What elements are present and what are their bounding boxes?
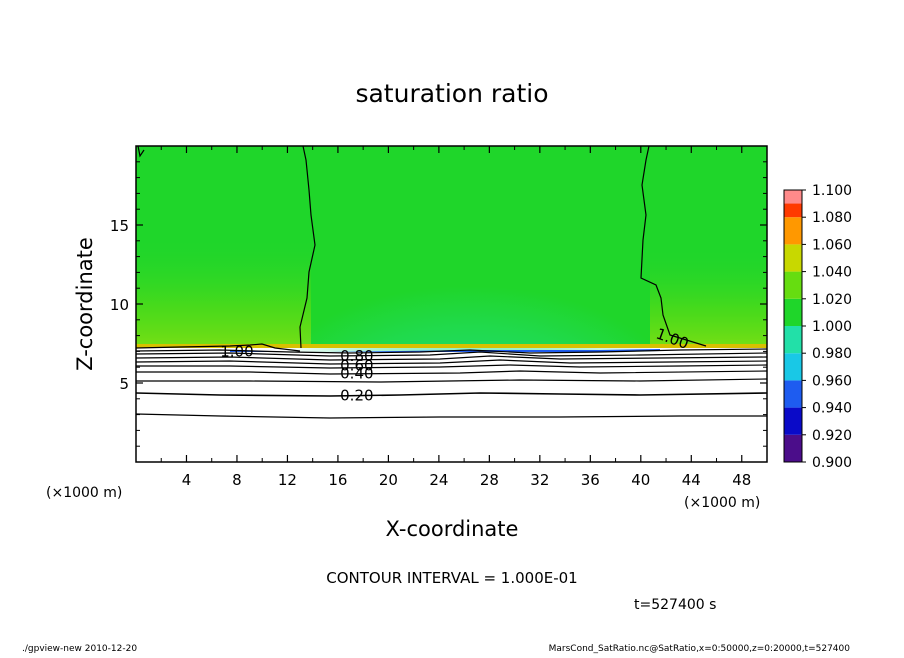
colorbar-label: 1.100 (812, 183, 852, 199)
colorbar-label: 1.060 (812, 237, 852, 253)
colorbar-swatch (784, 326, 802, 354)
colorbar-swatch-top (784, 190, 802, 204)
plot-area (136, 146, 767, 462)
colorbar-label: 0.960 (812, 373, 852, 389)
contour-line-0-50 (136, 364, 767, 369)
contour-label: 1.00 (220, 342, 253, 360)
time-label: t=527400 s (634, 597, 716, 613)
y-tick-label: 15 (110, 217, 129, 235)
field-left-light-green (136, 240, 311, 348)
contour-line-0-30 (136, 378, 767, 383)
footer-right-text: MarsCond_SatRatio.nc@SatRatio,x=0:50000,… (549, 644, 851, 654)
y-axis-label: Z-coordinate (73, 237, 97, 371)
contour-line-0-40 (136, 370, 767, 375)
y-axis-ticks: 5 10 15 (110, 161, 767, 447)
contour-line-1-00-left (299, 146, 316, 349)
contour-label: 0.20 (340, 387, 373, 405)
contour-line-0-90 (136, 348, 767, 354)
colorbar-label: 0.940 (812, 401, 852, 417)
colorbar: 0.900 0.920 0.940 0.960 0.980 1.000 1.020 1.040… (783, 183, 852, 471)
colorbar-swatch (784, 271, 802, 299)
x-tick-label: 12 (278, 471, 297, 489)
x-tick-label: 8 (232, 471, 242, 489)
x-axis-label: X-coordinate (386, 517, 519, 541)
footer-left-text: ./gpview-new 2010-12-20 (22, 644, 137, 654)
colorbar-label: 1.020 (812, 292, 852, 308)
field-boundary-orange (136, 344, 767, 348)
y-tick-label: 10 (110, 296, 129, 314)
contour-lines (136, 146, 767, 419)
x-tick-label: 28 (480, 471, 499, 489)
contour-line-0-70 (136, 355, 767, 361)
colorbar-swatch (784, 244, 802, 272)
colorbar-label: 1.080 (812, 210, 852, 226)
contour-label: 0.60 (340, 357, 373, 375)
x-axis-unit-right: (×1000 m) (684, 495, 760, 511)
chart-title: saturation ratio (355, 79, 548, 108)
x-tick-label: 24 (429, 471, 448, 489)
field-right-light-green (650, 250, 767, 348)
colorbar-swatch (784, 434, 802, 462)
contour-line-1-00-corner (137, 146, 145, 158)
colorbar-label: 0.980 (812, 346, 852, 362)
colorbar-label: 0.920 (812, 428, 852, 444)
contour-line-0-10 (136, 413, 767, 419)
colorbar-swatch (784, 407, 802, 435)
colorbar-label: 1.000 (812, 319, 852, 335)
y-tick-label: 5 (119, 375, 129, 393)
colorbar-label: 1.040 (812, 265, 852, 281)
field-lower-white (136, 352, 767, 462)
colorbar-swatch (784, 380, 802, 408)
contour-label: 0.40 (340, 365, 373, 383)
contour-line-0-20 (136, 392, 767, 397)
colorbar-label: 0.900 (812, 455, 852, 471)
contour-line-0-60 (136, 359, 767, 365)
colorbar-swatch (784, 298, 802, 326)
colorbar-swatch (784, 217, 802, 245)
contour-interval-text: CONTOUR INTERVAL = 1.000E-01 (326, 569, 577, 587)
colorbar-swatch (784, 353, 802, 381)
contour-line-1-00-right (640, 146, 707, 347)
x-axis-unit-left: (×1000 m) (46, 485, 122, 501)
x-tick-label: 20 (379, 471, 398, 489)
contour-label: 0.80 (340, 347, 373, 365)
x-tick-label: 44 (682, 471, 701, 489)
x-tick-label: 32 (530, 471, 549, 489)
contour-line-0-80 (136, 351, 767, 357)
x-tick-label: 48 (732, 471, 751, 489)
x-tick-label: 36 (581, 471, 600, 489)
x-axis-ticks: 4 8 12 16 20 24 28 32 36 40 44 48 (160, 146, 751, 489)
x-tick-label: 4 (182, 471, 192, 489)
x-tick-label: 16 (328, 471, 347, 489)
x-tick-label: 40 (631, 471, 650, 489)
contour-line-1-00-lower-left (136, 343, 301, 352)
